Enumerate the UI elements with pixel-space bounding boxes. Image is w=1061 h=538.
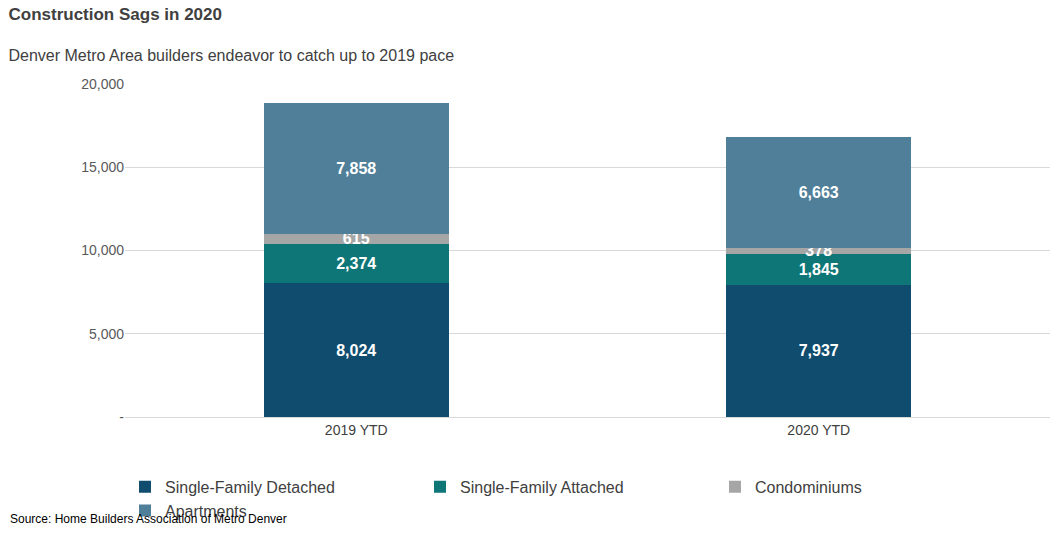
svg-text:7,858: 7,858 (336, 160, 376, 177)
svg-text:615: 615 (343, 230, 370, 247)
svg-text:1,845: 1,845 (799, 261, 839, 278)
svg-text:Source: Home Builders Associat: Source: Home Builders Association of Met… (10, 512, 287, 526)
svg-text:Construction Sags in 2020: Construction Sags in 2020 (8, 5, 222, 24)
svg-text:2019 YTD: 2019 YTD (325, 422, 388, 438)
svg-text:5,000: 5,000 (89, 326, 124, 342)
svg-text:20,000: 20,000 (81, 76, 124, 92)
svg-text:Single-Family Attached: Single-Family Attached (460, 479, 624, 496)
svg-text:8,024: 8,024 (336, 342, 376, 359)
svg-text:Single-Family Detached: Single-Family Detached (165, 479, 335, 496)
svg-text:6,663: 6,663 (799, 184, 839, 201)
svg-text:15,000: 15,000 (81, 159, 124, 175)
svg-text:Condominiums: Condominiums (755, 479, 862, 496)
svg-text:7,937: 7,937 (799, 342, 839, 359)
svg-text:2,374: 2,374 (336, 255, 376, 272)
svg-text:-: - (119, 409, 124, 425)
svg-text:2020 YTD: 2020 YTD (787, 422, 850, 438)
svg-text:Apartments: Apartments (165, 503, 247, 520)
svg-text:Denver Metro Area builders end: Denver Metro Area builders endeavor to c… (8, 47, 454, 64)
svg-text:10,000: 10,000 (81, 242, 124, 258)
svg-text:378: 378 (805, 242, 832, 259)
